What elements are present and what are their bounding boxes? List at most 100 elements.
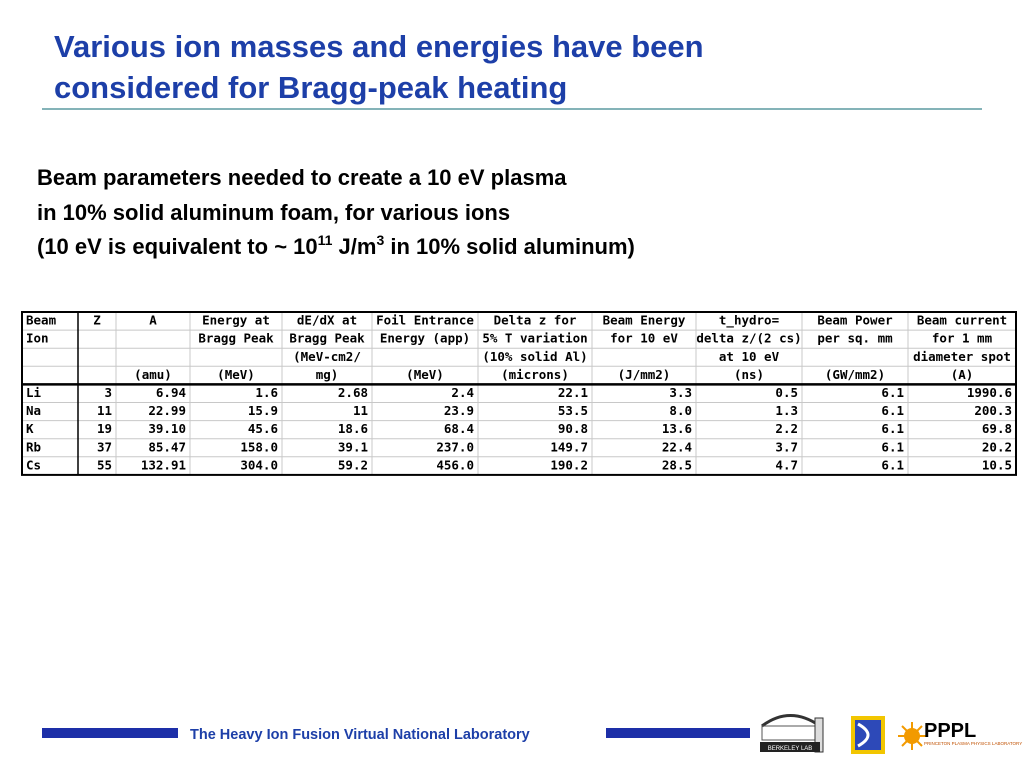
- header-cell: for 1 mm: [932, 331, 993, 346]
- table-cell: 456.0: [436, 457, 474, 472]
- header-cell: Energy at: [202, 313, 270, 328]
- table-cell: 132.91: [141, 457, 186, 472]
- table-cell: Rb: [26, 439, 41, 454]
- table-cell: Na: [26, 403, 41, 418]
- table-cell: 90.8: [558, 421, 588, 436]
- header-cell: (J/mm2): [618, 367, 671, 382]
- header-cell: (MeV-cm2/: [293, 349, 361, 364]
- table-cell: 13.6: [662, 421, 692, 436]
- footer-bar: [42, 728, 178, 738]
- header-cell: delta z/(2 cs): [696, 331, 801, 346]
- title-line: Various ion masses and energies have bee…: [54, 29, 704, 64]
- header-cell: (MeV): [406, 367, 444, 382]
- table-cell: 3: [104, 385, 112, 400]
- header-cell: 5% T variation: [482, 331, 587, 346]
- hif-logo: [851, 716, 885, 754]
- logo-text: PRINCETON PLASMA PHYSICS LABORATORY: [924, 741, 1022, 746]
- header-cell: dE/dX at: [297, 313, 357, 328]
- table-cell: 1990.6: [967, 385, 1012, 400]
- footer-text: The Heavy Ion Fusion Virtual National La…: [190, 727, 530, 743]
- subtitle-line: Beam parameters needed to create a 10 eV…: [37, 165, 567, 190]
- table-cell: 85.47: [148, 439, 186, 454]
- text: in 10% solid aluminum): [384, 234, 635, 259]
- table-cell: K: [26, 421, 34, 436]
- table-cell: 22.1: [558, 385, 588, 400]
- table-cell: 2.4: [451, 385, 474, 400]
- table-cell: 6.1: [881, 457, 904, 472]
- header-cell: diameter spot: [913, 349, 1011, 364]
- superscript: 3: [376, 232, 384, 248]
- title-line: considered for Bragg-peak heating: [54, 70, 567, 105]
- table-cell: 53.5: [558, 403, 588, 418]
- header-cell: t_hydro=: [719, 313, 779, 329]
- header-cell: Bragg Peak: [289, 331, 365, 346]
- header-cell: for 10 eV: [610, 331, 678, 346]
- header-cell: (GW/mm2): [825, 367, 885, 382]
- table-cell: 20.2: [982, 439, 1012, 454]
- table-cell: 59.2: [338, 457, 368, 472]
- header-cell: Beam Energy: [603, 313, 686, 328]
- table-cell: 200.3: [974, 403, 1012, 418]
- table-cell: 6.1: [881, 385, 904, 400]
- table-border: [21, 311, 1017, 476]
- berkeley-logo: BERKELEY LAB: [760, 714, 824, 753]
- table-cell: 10.5: [982, 457, 1012, 472]
- header-cell: (A): [951, 367, 974, 382]
- table-cell: 11: [97, 403, 112, 418]
- table-cell: 8.0: [669, 403, 692, 418]
- header-cell: A: [149, 313, 157, 328]
- table-cell: Li: [26, 385, 42, 400]
- table-cell: 22.4: [662, 439, 692, 454]
- subtitle-line: (10 eV is equivalent to ~ 1011 J/m3 in 1…: [37, 232, 635, 259]
- pppl-logo: PPPL PRINCETON PLASMA PHYSICS LABORATORY: [898, 720, 1022, 750]
- table-cell: 4.7: [775, 457, 798, 472]
- table-cell: 45.6: [248, 421, 278, 436]
- table-cell: 11: [353, 403, 368, 418]
- header-cell: (MeV): [217, 367, 255, 382]
- header-cell: (10% solid Al): [482, 349, 587, 364]
- table-cell: 1.3: [775, 403, 798, 418]
- table-cell: 15.9: [248, 403, 278, 418]
- table-cell: 2.2: [775, 421, 798, 436]
- table-cell: 69.8: [982, 421, 1012, 436]
- table-cell: 158.0: [240, 439, 278, 454]
- table-cell: 55: [97, 457, 112, 472]
- table-cell: 68.4: [444, 421, 474, 436]
- logo-text: PPPL: [924, 720, 976, 742]
- table-cell: 0.5: [775, 385, 798, 400]
- header-cell: at 10 eV: [719, 349, 780, 364]
- header-cell: mg): [316, 367, 339, 382]
- header-cell: Beam Power: [817, 313, 893, 328]
- header-cell: Bragg Peak: [198, 331, 274, 346]
- table-cell: Cs: [26, 457, 41, 472]
- table-cell: 18.6: [338, 421, 368, 436]
- text: (10 eV is equivalent to ~ 10: [37, 234, 318, 259]
- table-cell: 2.68: [338, 385, 368, 400]
- table: Beam Z A Energy at dE/dX at Foil Entrance Delt…: [21, 311, 1017, 476]
- table-cell: 22.99: [148, 403, 186, 418]
- table-cell: 6.1: [881, 421, 904, 436]
- footer-bar: [606, 728, 750, 738]
- table-cell: 23.9: [444, 403, 474, 418]
- table-cell: 37: [97, 439, 112, 454]
- header-cell: (microns): [501, 367, 569, 382]
- text: J/m: [332, 234, 376, 259]
- table-cell: 6.1: [881, 439, 904, 454]
- table-cell: 149.7: [550, 439, 588, 454]
- table-cell: 3.3: [669, 385, 692, 400]
- table-cell: 190.2: [550, 457, 588, 472]
- table-cell: 237.0: [436, 439, 474, 454]
- header-cell: Energy (app): [380, 331, 470, 346]
- header-cell: Delta z for: [494, 313, 577, 328]
- header-cell: (ns): [734, 367, 764, 382]
- table-cell: 39.1: [338, 439, 368, 454]
- header-cell: Z: [93, 313, 101, 328]
- table-cell: 39.10: [148, 421, 186, 436]
- table-cell: 19: [97, 421, 112, 436]
- header-cell: Ion: [26, 331, 49, 346]
- superscript: 11: [318, 232, 333, 248]
- table-cell: 6.94: [156, 385, 186, 400]
- header-cell: Beam current: [917, 313, 1007, 328]
- header-cell: (amu): [134, 367, 172, 382]
